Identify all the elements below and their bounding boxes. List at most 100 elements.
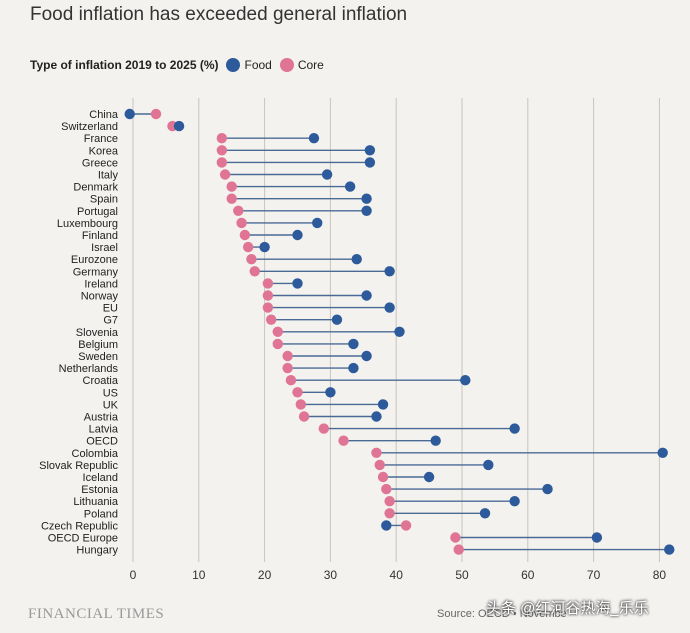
food-dot [312,217,323,229]
category-label: China [89,109,119,121]
food-dot [348,338,359,350]
category-label: US [103,387,118,399]
legend: Type of inflation 2019 to 2025 (%) Food … [30,58,330,72]
source-note: Source: OECD • Novembe [437,608,567,620]
food-dot [664,544,675,555]
food-dot [394,326,405,337]
category-label: Lithuania [73,496,119,508]
food-dot [308,133,320,144]
core-dot [262,302,274,313]
x-tick-label: 50 [455,568,469,582]
food-dot [331,314,343,325]
core-dot [272,326,283,337]
core-dot [450,532,461,543]
core-dot [338,435,349,446]
x-tick-label: 40 [390,568,404,582]
x-tick-label: 60 [521,568,535,582]
food-dot [361,290,372,301]
x-tick-label: 30 [324,568,338,582]
core-dot [272,338,283,350]
food-dot [292,278,303,289]
category-label: Norway [81,291,119,303]
core-dot [233,205,244,216]
category-label: Slovak Republic [39,460,118,472]
x-tick-label: 10 [192,568,206,582]
food-dot [479,508,491,519]
core-dot [249,266,260,277]
food-dot [173,120,185,132]
core-dot [377,471,389,483]
category-label: Portugal [77,206,118,218]
core-dot [371,447,382,458]
category-label: Croatia [83,375,119,387]
core-dot [384,496,395,507]
food-dot [344,181,356,192]
food-dot [381,520,392,531]
category-label: Slovenia [76,327,119,339]
category-label: Eurozone [71,254,118,266]
category-label: OECD [86,436,118,448]
core-dot [282,350,293,362]
category-label: Austria [84,412,119,424]
food-dot [371,411,382,422]
food-dot [259,241,270,253]
legend-lead: Type of inflation 2019 to 2025 (%) [30,58,219,72]
core-dot [216,133,228,144]
category-label: Latvia [89,424,119,436]
category-label: Luxembourg [57,218,118,230]
legend-food-dot-icon [226,58,241,72]
category-label: Netherlands [59,363,119,375]
category-label: G7 [103,315,118,327]
core-dot [216,157,228,168]
category-label: Germany [73,266,119,278]
x-tick-label: 20 [258,568,272,582]
core-dot [384,508,395,519]
food-dot [423,471,435,483]
core-dot [381,483,392,495]
food-dot [591,532,603,543]
food-dot [292,229,303,241]
food-dot [321,169,333,180]
legend-core-dot-icon [279,58,294,72]
food-dot [430,435,441,446]
food-dot [361,193,372,204]
food-dot [348,362,359,374]
category-label: France [84,133,118,145]
category-label: Czech Republic [41,520,119,532]
category-label: Italy [98,170,119,182]
x-tick-label: 80 [653,568,667,582]
food-dot [325,387,336,398]
food-dot [542,483,553,495]
core-dot [295,399,306,410]
category-label: OECD Europe [48,533,118,545]
category-label: Switzerland [61,121,118,133]
category-label: Belgium [78,339,118,351]
food-dot [364,157,376,168]
food-dot [351,254,362,265]
food-dot [384,266,395,277]
category-label: Greece [82,157,118,169]
legend-food-label: Food [244,58,272,72]
publisher-brand: FINANCIAL TIMES [28,606,165,622]
category-label: Hungary [76,545,118,557]
core-dot [226,181,237,192]
core-dot [262,290,274,301]
core-dot [292,387,303,398]
core-dot [242,241,254,253]
category-label: Estonia [81,484,119,496]
food-dot [384,302,395,313]
core-dot [216,145,228,156]
core-dot [298,411,310,422]
core-dot [226,193,237,204]
category-label: Denmark [73,182,118,194]
core-dot [453,544,464,555]
category-label: UK [103,399,119,411]
food-dot [657,447,668,458]
core-dot [246,254,257,265]
legend-core-label: Core [297,58,324,72]
core-dot [282,362,293,374]
core-dot [150,108,162,120]
food-dot [483,459,494,471]
food-dot [509,423,520,434]
